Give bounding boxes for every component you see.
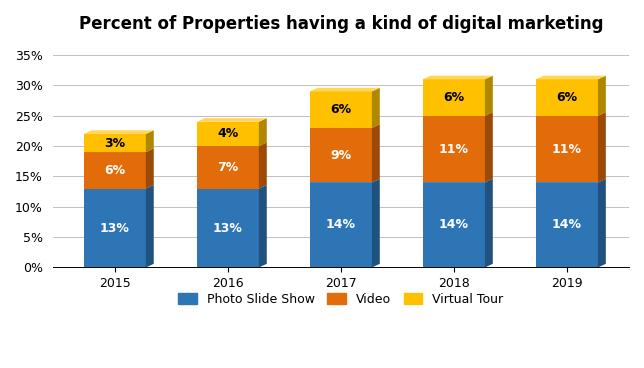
Bar — [84, 134, 146, 152]
Bar — [84, 152, 146, 188]
Polygon shape — [84, 130, 154, 134]
Polygon shape — [485, 112, 493, 183]
Title: Percent of Properties having a kind of digital marketing: Percent of Properties having a kind of d… — [79, 15, 603, 33]
Legend: Photo Slide Show, Video, Virtual Tour: Photo Slide Show, Video, Virtual Tour — [173, 288, 509, 311]
Polygon shape — [372, 124, 380, 183]
Text: 7%: 7% — [217, 161, 238, 174]
Bar — [422, 183, 485, 268]
Bar — [196, 122, 259, 146]
Polygon shape — [536, 179, 606, 183]
Polygon shape — [84, 149, 154, 152]
Bar — [422, 79, 485, 116]
Text: 11%: 11% — [439, 143, 469, 156]
Text: 13%: 13% — [213, 222, 243, 234]
Polygon shape — [84, 185, 154, 188]
Polygon shape — [536, 76, 606, 79]
Polygon shape — [485, 179, 493, 268]
Text: 11%: 11% — [552, 143, 582, 156]
Polygon shape — [598, 179, 606, 268]
Bar — [422, 116, 485, 183]
Text: 13%: 13% — [100, 222, 129, 234]
Polygon shape — [196, 142, 267, 146]
Text: 14%: 14% — [326, 219, 355, 231]
Bar — [196, 188, 259, 268]
Bar — [310, 128, 372, 183]
Polygon shape — [422, 179, 493, 183]
Polygon shape — [146, 149, 154, 188]
Text: 6%: 6% — [443, 91, 464, 104]
Polygon shape — [259, 185, 267, 268]
Polygon shape — [422, 112, 493, 116]
Polygon shape — [259, 118, 267, 146]
Bar — [310, 91, 372, 128]
Polygon shape — [422, 76, 493, 79]
Polygon shape — [485, 76, 493, 116]
Bar — [84, 188, 146, 268]
Text: 4%: 4% — [217, 127, 238, 141]
Bar — [536, 116, 598, 183]
Bar — [536, 183, 598, 268]
Polygon shape — [196, 185, 267, 188]
Polygon shape — [310, 179, 380, 183]
Polygon shape — [196, 118, 267, 122]
Text: 9%: 9% — [330, 149, 352, 162]
Polygon shape — [372, 179, 380, 268]
Polygon shape — [598, 112, 606, 183]
Polygon shape — [310, 88, 380, 91]
Text: 6%: 6% — [330, 103, 352, 116]
Polygon shape — [259, 142, 267, 188]
Polygon shape — [372, 88, 380, 128]
Text: 3%: 3% — [104, 137, 126, 149]
Text: 6%: 6% — [104, 164, 126, 177]
Polygon shape — [310, 124, 380, 128]
Polygon shape — [146, 130, 154, 152]
Text: 14%: 14% — [439, 219, 469, 231]
Polygon shape — [536, 112, 606, 116]
Polygon shape — [146, 185, 154, 268]
Bar — [536, 79, 598, 116]
Polygon shape — [598, 76, 606, 116]
Bar — [196, 146, 259, 188]
Text: 6%: 6% — [556, 91, 578, 104]
Text: 14%: 14% — [552, 219, 582, 231]
Bar — [310, 183, 372, 268]
